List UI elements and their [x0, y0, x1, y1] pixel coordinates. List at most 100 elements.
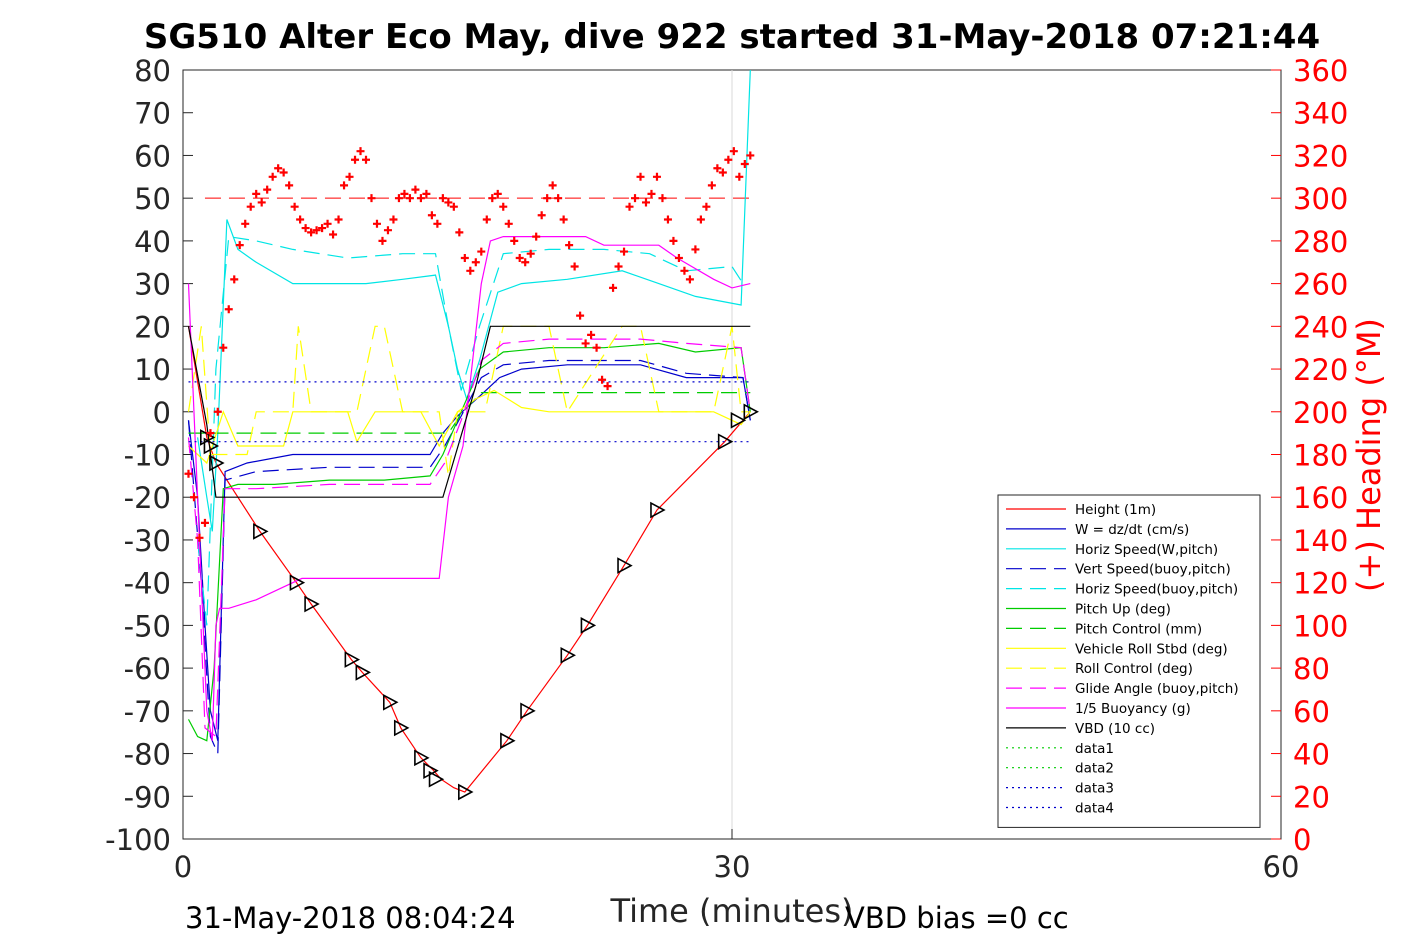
- heading-point: [713, 164, 722, 173]
- y-left-tick-label: -70: [124, 695, 171, 729]
- heading-point: [471, 258, 480, 267]
- y-right-tick-label: 280: [1293, 225, 1348, 259]
- heading-point: [680, 266, 689, 275]
- heading-point: [515, 253, 524, 262]
- heading-point: [329, 230, 338, 239]
- y-right-tick-label: 180: [1293, 439, 1348, 473]
- height-triangle-marker: [423, 762, 439, 779]
- heading-point: [449, 202, 458, 211]
- y-right-tick-label: 220: [1293, 353, 1348, 387]
- height-triangle-marker: [730, 411, 747, 429]
- height-triangle-marker: [203, 437, 220, 455]
- heading-point: [565, 241, 574, 250]
- y-left-tick-label: -50: [124, 609, 171, 643]
- heading-point: [614, 262, 623, 271]
- y-left-tick-label: 30: [134, 268, 171, 302]
- heading-point: [252, 189, 261, 198]
- y-right-tick-label: 300: [1293, 182, 1348, 216]
- heading-point: [241, 219, 250, 228]
- heading-point: [493, 189, 502, 198]
- legend-box: [997, 494, 1261, 828]
- legend-label: data4: [1075, 801, 1114, 817]
- height-triangle-marker: [458, 783, 474, 801]
- y-left-tick-label: -90: [124, 780, 171, 814]
- series-line-1: [187, 364, 751, 741]
- height-triangle-marker: [617, 557, 633, 574]
- heading-point: [438, 194, 447, 203]
- heading-point: [263, 185, 272, 194]
- right-axis-label: (+) Heading (°M): [1350, 318, 1388, 592]
- heading-point: [482, 215, 491, 224]
- legend-label: Pitch Up (deg): [1075, 602, 1171, 618]
- y-left-tick-label: 60: [134, 139, 171, 173]
- heading-point: [521, 258, 530, 267]
- heading-point: [405, 194, 414, 203]
- heading-point: [219, 343, 228, 352]
- heading-point: [647, 189, 656, 198]
- y-right-tick-label: 120: [1293, 567, 1348, 601]
- heading-point: [455, 228, 464, 237]
- heading-point: [587, 330, 596, 339]
- y-right-tick-label: 140: [1293, 524, 1348, 558]
- heading-point: [416, 194, 425, 203]
- y-left-tick-label: 80: [134, 54, 171, 88]
- y-left-tick-label: 10: [134, 353, 171, 387]
- heading-point: [362, 155, 370, 164]
- heading-point: [548, 181, 557, 190]
- y-left-tick-label: -20: [124, 481, 171, 515]
- heading-point: [702, 202, 711, 211]
- legend-label: Vert Speed(buoy,pitch): [1075, 562, 1231, 578]
- height-triangle-marker: [743, 403, 759, 421]
- heading-point: [383, 226, 392, 235]
- heading-point: [427, 211, 436, 220]
- series-line-11: [187, 325, 751, 498]
- legend-label: Horiz Speed(W,pitch): [1075, 542, 1218, 558]
- series-line-2: [197, 69, 751, 532]
- height-triangle-marker: [304, 595, 320, 613]
- heading-point: [345, 172, 354, 181]
- y-right-tick-label: 320: [1293, 139, 1348, 173]
- height-triangle-marker: [382, 693, 399, 711]
- heading-point: [301, 224, 310, 233]
- heading-point: [312, 226, 321, 235]
- heading-point: [532, 232, 541, 241]
- legend-label: Roll Control (deg): [1075, 661, 1193, 677]
- y-left-tick-label: 0: [153, 396, 171, 430]
- heading-point: [372, 219, 381, 228]
- heading-point: [592, 343, 601, 352]
- height-triangle-marker: [520, 702, 536, 720]
- legend-label: Pitch Control (mm): [1075, 621, 1202, 637]
- legend-label: 1/5 Buoyancy (g): [1075, 701, 1191, 717]
- heading-point: [537, 211, 546, 220]
- y-right-tick-label: 340: [1293, 97, 1348, 131]
- heading-point: [718, 168, 727, 177]
- heading-point: [184, 469, 193, 478]
- heading-point: [246, 202, 255, 211]
- y-right-tick-label: 260: [1293, 268, 1348, 302]
- y-right-tick-label: 0: [1293, 823, 1311, 857]
- heading-point: [235, 241, 244, 250]
- heading-point: [576, 311, 585, 320]
- heading-point: [669, 236, 678, 245]
- heading-point: [356, 147, 365, 156]
- y-right-tick-label: 20: [1293, 780, 1330, 814]
- heading-point: [488, 194, 497, 203]
- y-left-tick-label: 70: [134, 97, 171, 131]
- y-right-tick-label: 240: [1293, 310, 1348, 344]
- legend-label: VBD (10 cc): [1075, 721, 1155, 737]
- footer-vbd-bias: VBD bias =0 cc: [845, 901, 1069, 935]
- heading-point: [195, 533, 204, 542]
- x-tick-label: 0: [174, 850, 192, 884]
- heading-point: [707, 181, 716, 190]
- heading-point: [696, 215, 705, 224]
- height-triangle-marker: [344, 651, 361, 668]
- heading-point: [200, 518, 209, 527]
- height-triangle-marker: [650, 501, 666, 519]
- height-triangle-marker: [428, 770, 445, 788]
- heading-point: [318, 224, 327, 233]
- y-left-tick-label: -60: [124, 652, 171, 686]
- y-right-tick-label: 360: [1293, 54, 1348, 88]
- y-left-tick-label: 40: [134, 225, 171, 259]
